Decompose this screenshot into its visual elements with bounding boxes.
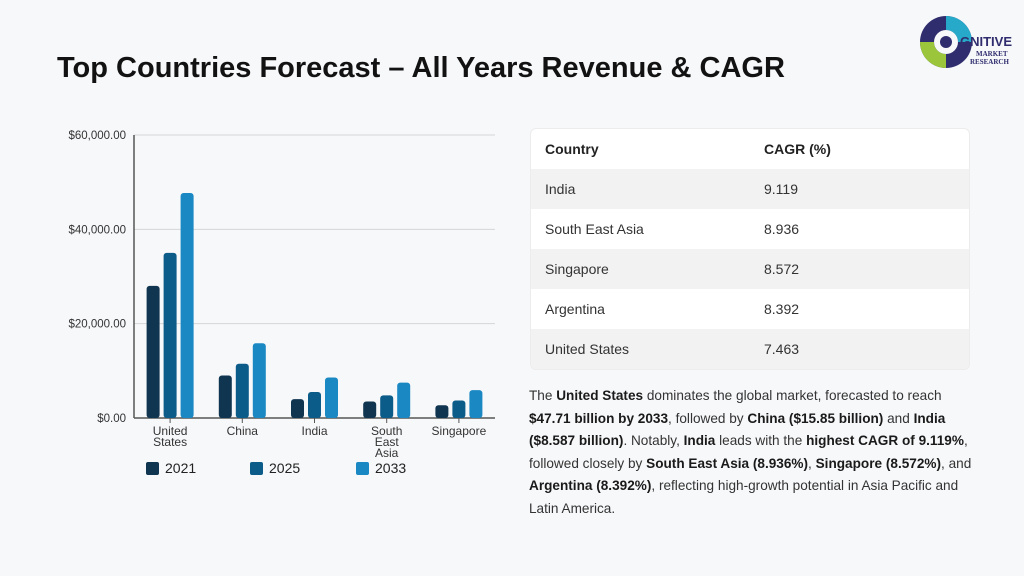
cell-cagr: 7.463 (764, 341, 800, 357)
text-emphasis: Argentina (8.392%) (529, 478, 652, 493)
column-header-country: Country (545, 141, 599, 157)
x-tick-label: South (371, 424, 402, 438)
cell-cagr: 8.572 (764, 261, 800, 277)
table-row: India 9.119 (531, 169, 969, 209)
x-tick-label: China (227, 424, 259, 438)
bar-2033 (325, 377, 338, 418)
company-logo: GNITIVE MARKET RESEARCH (918, 12, 1016, 74)
cell-country: Singapore (545, 261, 609, 277)
y-tick-label: $40,000.00 (68, 224, 126, 236)
text-run: . Notably, (623, 433, 684, 448)
y-tick-label: $20,000.00 (68, 319, 126, 331)
table-header-row: Country CAGR (%) (531, 129, 969, 169)
x-tick-label: Singapore (432, 424, 487, 438)
cell-cagr: 9.119 (764, 181, 798, 197)
bar-2021 (146, 285, 160, 418)
logo-word: GNITIVE (960, 34, 1012, 49)
text-run: , followed closely by (529, 433, 968, 471)
logo-line1: MARKET (976, 50, 1008, 58)
cell-cagr: 8.392 (764, 301, 800, 317)
text-emphasis: India (683, 433, 716, 448)
cell-cagr: 8.936 (764, 221, 800, 237)
text-emphasis: United States (556, 388, 644, 403)
legend-item-2025: 2025 (250, 460, 300, 476)
page-title: Top Countries Forecast – All Years Reven… (57, 52, 785, 84)
bar-2025 (380, 395, 394, 418)
bar-2033 (397, 382, 411, 418)
bar-chart-svg: $0.00 $20,000.00 $40,000.00 $60,000.00 Unite… (68, 130, 495, 460)
y-tick-label: $0.00 (97, 413, 126, 425)
bar-chart: $0.00 $20,000.00 $40,000.00 $60,000.00 Unite… (40, 118, 510, 478)
cell-country: South East Asia (545, 221, 644, 237)
chart-legend: 2021 2025 2033 (146, 460, 476, 480)
cell-country: United States (545, 341, 630, 357)
legend-item-2033: 2033 (356, 460, 406, 476)
x-tick-label: United (153, 424, 188, 438)
legend-label: 2033 (375, 460, 407, 476)
x-tick-label: East (375, 435, 400, 449)
bar-2025 (452, 400, 466, 418)
legend-swatch (146, 461, 159, 475)
x-tick-label: States (153, 435, 187, 449)
text-emphasis: China ($15.85 billion) (747, 410, 884, 426)
text-run: and (883, 410, 914, 426)
table-row: Argentina 8.392 (531, 289, 969, 329)
x-tick-label: Asia (375, 446, 399, 460)
legend-swatch (356, 461, 369, 475)
text-emphasis: South East Asia (8.936%) (646, 455, 809, 471)
text-emphasis: highest CAGR of 9.119% (806, 433, 964, 448)
bar-2021 (363, 401, 377, 418)
text-emphasis: Singapore (8.572%) (815, 455, 942, 471)
summary-paragraph: The United States dominates the global m… (529, 385, 974, 520)
bar-2025 (235, 363, 249, 418)
bar-2025 (308, 392, 321, 418)
text-emphasis: $47.71 billion by 2033 (529, 410, 669, 426)
y-tick-label: $60,000.00 (68, 130, 126, 142)
bar-2021 (218, 375, 232, 418)
cagr-table: Country CAGR (%) India 9.119 South East … (530, 128, 970, 370)
text-run: , and (941, 455, 972, 471)
legend-item-2021: 2021 (146, 460, 196, 476)
bar-2021 (291, 399, 304, 418)
text-run: , followed by (668, 410, 748, 426)
table-row: Singapore 8.572 (531, 249, 969, 289)
column-header-cagr: CAGR (%) (764, 141, 831, 157)
bar-2033 (252, 343, 266, 418)
legend-label: 2025 (269, 460, 301, 476)
bar-2025 (163, 252, 177, 418)
text-run: , (808, 455, 816, 471)
text-run: dominates the global market, forecasted … (643, 388, 942, 403)
cell-country: Argentina (545, 301, 605, 317)
logo-line2: RESEARCH (970, 58, 1009, 66)
bar-2033 (180, 192, 194, 418)
table-row: South East Asia 8.936 (531, 209, 969, 249)
legend-swatch (250, 461, 263, 475)
text-run: leads with the (715, 433, 807, 448)
text-emphasis: India ($8.587 billion) (529, 410, 946, 449)
bar-2033 (469, 390, 483, 418)
cell-country: India (545, 181, 576, 197)
bar-2021 (435, 405, 449, 418)
table-row: United States 7.463 (531, 329, 969, 369)
legend-label: 2021 (165, 460, 197, 476)
x-tick-label: India (301, 424, 327, 438)
text-run: , reflecting high-growth potential in As… (529, 478, 959, 516)
text-run: The (529, 388, 557, 403)
